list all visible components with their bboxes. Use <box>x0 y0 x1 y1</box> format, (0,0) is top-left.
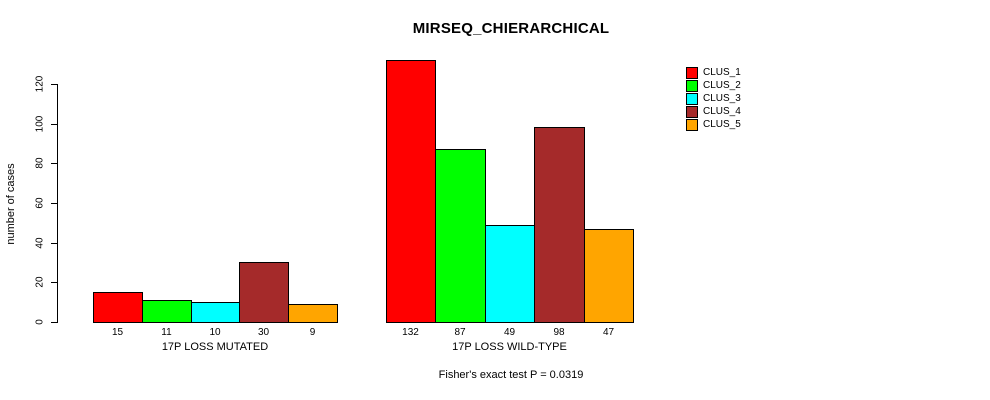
bar-value-label: 15 <box>111 327 124 338</box>
y-tick <box>51 163 58 164</box>
legend-label: CLUS_2 <box>703 79 741 91</box>
bar-value-label: 30 <box>257 327 270 338</box>
y-tick-label: 80 <box>34 157 46 169</box>
legend-swatch <box>686 105 698 118</box>
bar-value-label: 87 <box>454 327 466 338</box>
y-tick-label: 100 <box>34 115 46 133</box>
legend-label: CLUS_1 <box>703 66 741 78</box>
legend-label: CLUS_4 <box>703 105 741 117</box>
bar-value-label: 9 <box>309 327 316 338</box>
legend: CLUS_1 CLUS_2 CLUS_3 CLUS_4 CLUS_5 <box>686 66 741 131</box>
legend-swatch <box>686 92 698 105</box>
y-tick <box>51 84 58 85</box>
bar-value-label: 49 <box>503 327 516 338</box>
bar-value-label: 132 <box>402 327 419 338</box>
y-tick <box>51 243 58 244</box>
legend-item: CLUS_3 <box>686 92 741 105</box>
bar-clus_1-group2 <box>386 60 436 323</box>
bar-clus_2-group2 <box>435 149 486 323</box>
y-tick-label: 60 <box>34 197 46 209</box>
legend-item: CLUS_1 <box>686 66 741 79</box>
chart-subtitle: Fisher's exact test P = 0.0319 <box>438 369 584 381</box>
bar-value-label: 10 <box>209 327 221 338</box>
y-tick <box>51 124 58 125</box>
bar-value-label: 11 <box>161 327 172 338</box>
legend-label: CLUS_5 <box>703 118 741 130</box>
legend-label: CLUS_3 <box>703 92 741 104</box>
legend-item: CLUS_4 <box>686 105 741 118</box>
bar-clus_4-group1 <box>239 262 289 323</box>
y-tick-label: 120 <box>34 75 46 93</box>
y-tick <box>51 203 58 204</box>
bar-clus_1-group1 <box>93 292 143 323</box>
legend-swatch <box>686 79 698 92</box>
y-tick-label: 0 <box>34 319 46 325</box>
group-label: 17P LOSS MUTATED <box>161 341 269 353</box>
bar-value-label: 98 <box>553 327 565 338</box>
y-tick <box>51 322 58 323</box>
bar-clus_2-group1 <box>142 300 192 323</box>
bar-clus_4-group2 <box>534 127 585 323</box>
bar-clus_3-group1 <box>191 302 240 323</box>
bar-clus_5-group2 <box>584 229 634 323</box>
y-tick-label: 20 <box>34 276 46 288</box>
y-axis-label: number of cases <box>5 163 17 245</box>
chart-title: MIRSEQ_CHIERARCHICAL <box>412 20 610 37</box>
bar-value-label: 47 <box>602 327 615 338</box>
legend-item: CLUS_2 <box>686 79 741 92</box>
bar-clus_3-group2 <box>485 225 535 323</box>
y-tick <box>51 282 58 283</box>
group-label: 17P LOSS WILD-TYPE <box>452 341 567 353</box>
bar-clus_5-group1 <box>288 304 338 323</box>
legend-swatch <box>686 66 698 79</box>
legend-swatch <box>686 118 698 131</box>
y-tick-label: 40 <box>34 237 46 249</box>
legend-item: CLUS_5 <box>686 118 741 131</box>
